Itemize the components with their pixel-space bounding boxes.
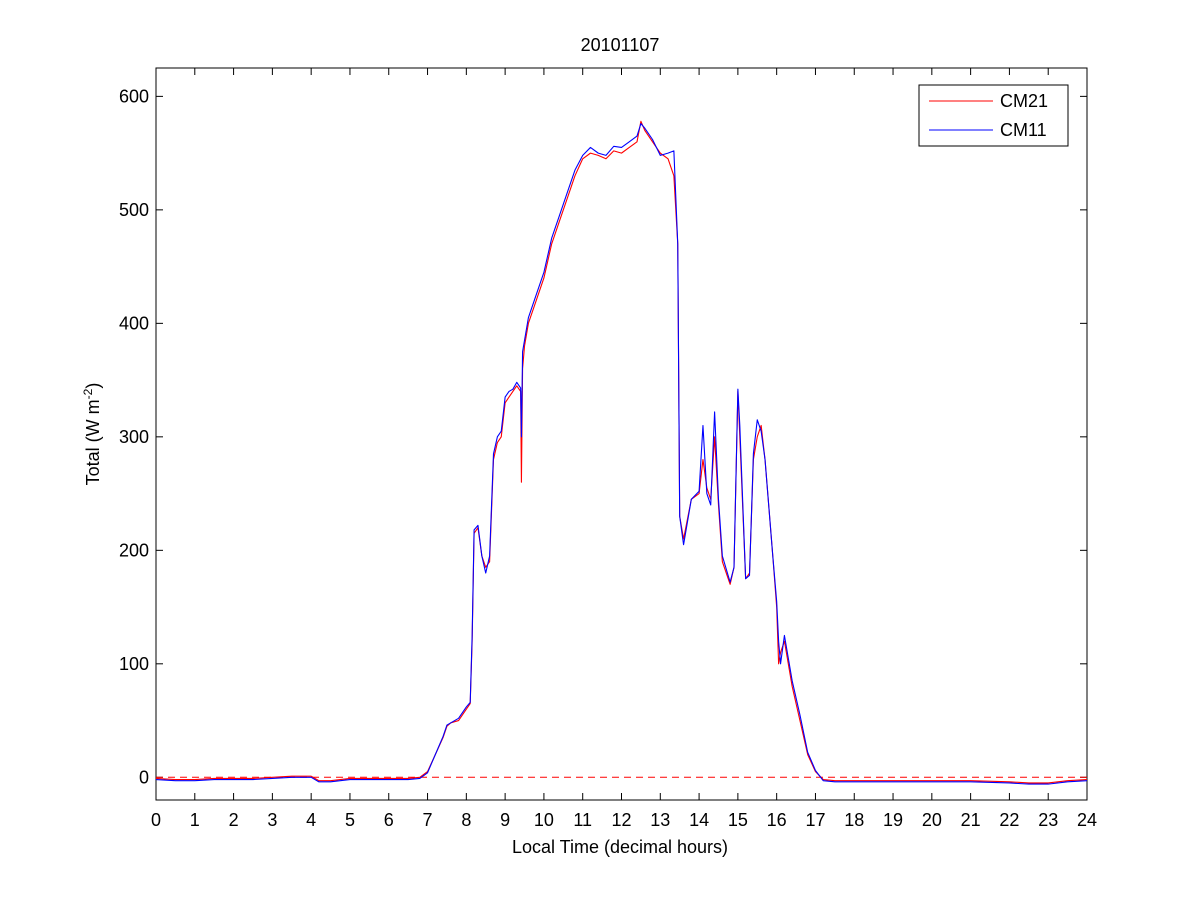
x-tick-label: 19 bbox=[883, 810, 903, 830]
series-layer bbox=[155, 120, 1088, 785]
y-axis-label: Total (W m-2) bbox=[81, 383, 103, 486]
legend-label-cm11: CM11 bbox=[1000, 120, 1047, 140]
series-line-cm11 bbox=[155, 123, 1088, 785]
x-tick-label: 11 bbox=[573, 810, 592, 830]
x-tick-label: 23 bbox=[1038, 810, 1058, 830]
x-tick-label: 12 bbox=[611, 810, 631, 830]
x-tick-label: 4 bbox=[306, 810, 316, 830]
y-tick-label: 300 bbox=[119, 427, 149, 447]
x-tick-label: 5 bbox=[345, 810, 355, 830]
y-tick-label: 400 bbox=[119, 313, 149, 333]
x-axis-label: Local Time (decimal hours) bbox=[512, 837, 728, 857]
y-tick-label: 100 bbox=[119, 654, 149, 674]
x-tick-label: 2 bbox=[229, 810, 239, 830]
axis-ticks bbox=[155, 68, 1088, 800]
y-axis-label-prefix: Total (W m bbox=[83, 399, 103, 485]
y-tick-label: 600 bbox=[119, 86, 149, 106]
x-tick-label: 9 bbox=[500, 810, 510, 830]
y-tick-label: 500 bbox=[119, 200, 149, 220]
legend-label-cm21: CM21 bbox=[1000, 91, 1048, 111]
x-tick-label: 17 bbox=[805, 810, 825, 830]
x-tick-label: 24 bbox=[1077, 810, 1097, 830]
x-tick-label: 15 bbox=[728, 810, 748, 830]
x-tick-label: 18 bbox=[844, 810, 864, 830]
y-tick-label: 0 bbox=[139, 767, 149, 787]
y-tick-label: 200 bbox=[119, 540, 149, 560]
legend-box bbox=[918, 84, 1069, 147]
y-axis-label-superscript: -2 bbox=[81, 388, 95, 399]
x-tick-label: 7 bbox=[423, 810, 433, 830]
chart-title: 20101107 bbox=[581, 35, 660, 55]
x-tick-label: 3 bbox=[267, 810, 277, 830]
x-tick-label: 16 bbox=[767, 810, 787, 830]
x-tick-label: 22 bbox=[999, 810, 1019, 830]
x-tick-label: 14 bbox=[689, 810, 709, 830]
legend: CM21 CM11 bbox=[918, 84, 1069, 147]
axis-tick-labels: 0 1 2 3 4 5 6 7 8 9 10 11 12 13 14 15 16 17 18 19 20 21 22 23 24… bbox=[119, 86, 1097, 830]
y-axis-label-suffix: ) bbox=[83, 383, 103, 389]
x-tick-label: 0 bbox=[151, 810, 161, 830]
x-tick-label: 8 bbox=[461, 810, 471, 830]
x-tick-label: 21 bbox=[961, 810, 981, 830]
x-tick-label: 1 bbox=[190, 810, 200, 830]
x-tick-label: 10 bbox=[534, 810, 554, 830]
x-tick-label: 20 bbox=[922, 810, 942, 830]
x-tick-label: 13 bbox=[650, 810, 670, 830]
x-tick-label: 6 bbox=[384, 810, 394, 830]
